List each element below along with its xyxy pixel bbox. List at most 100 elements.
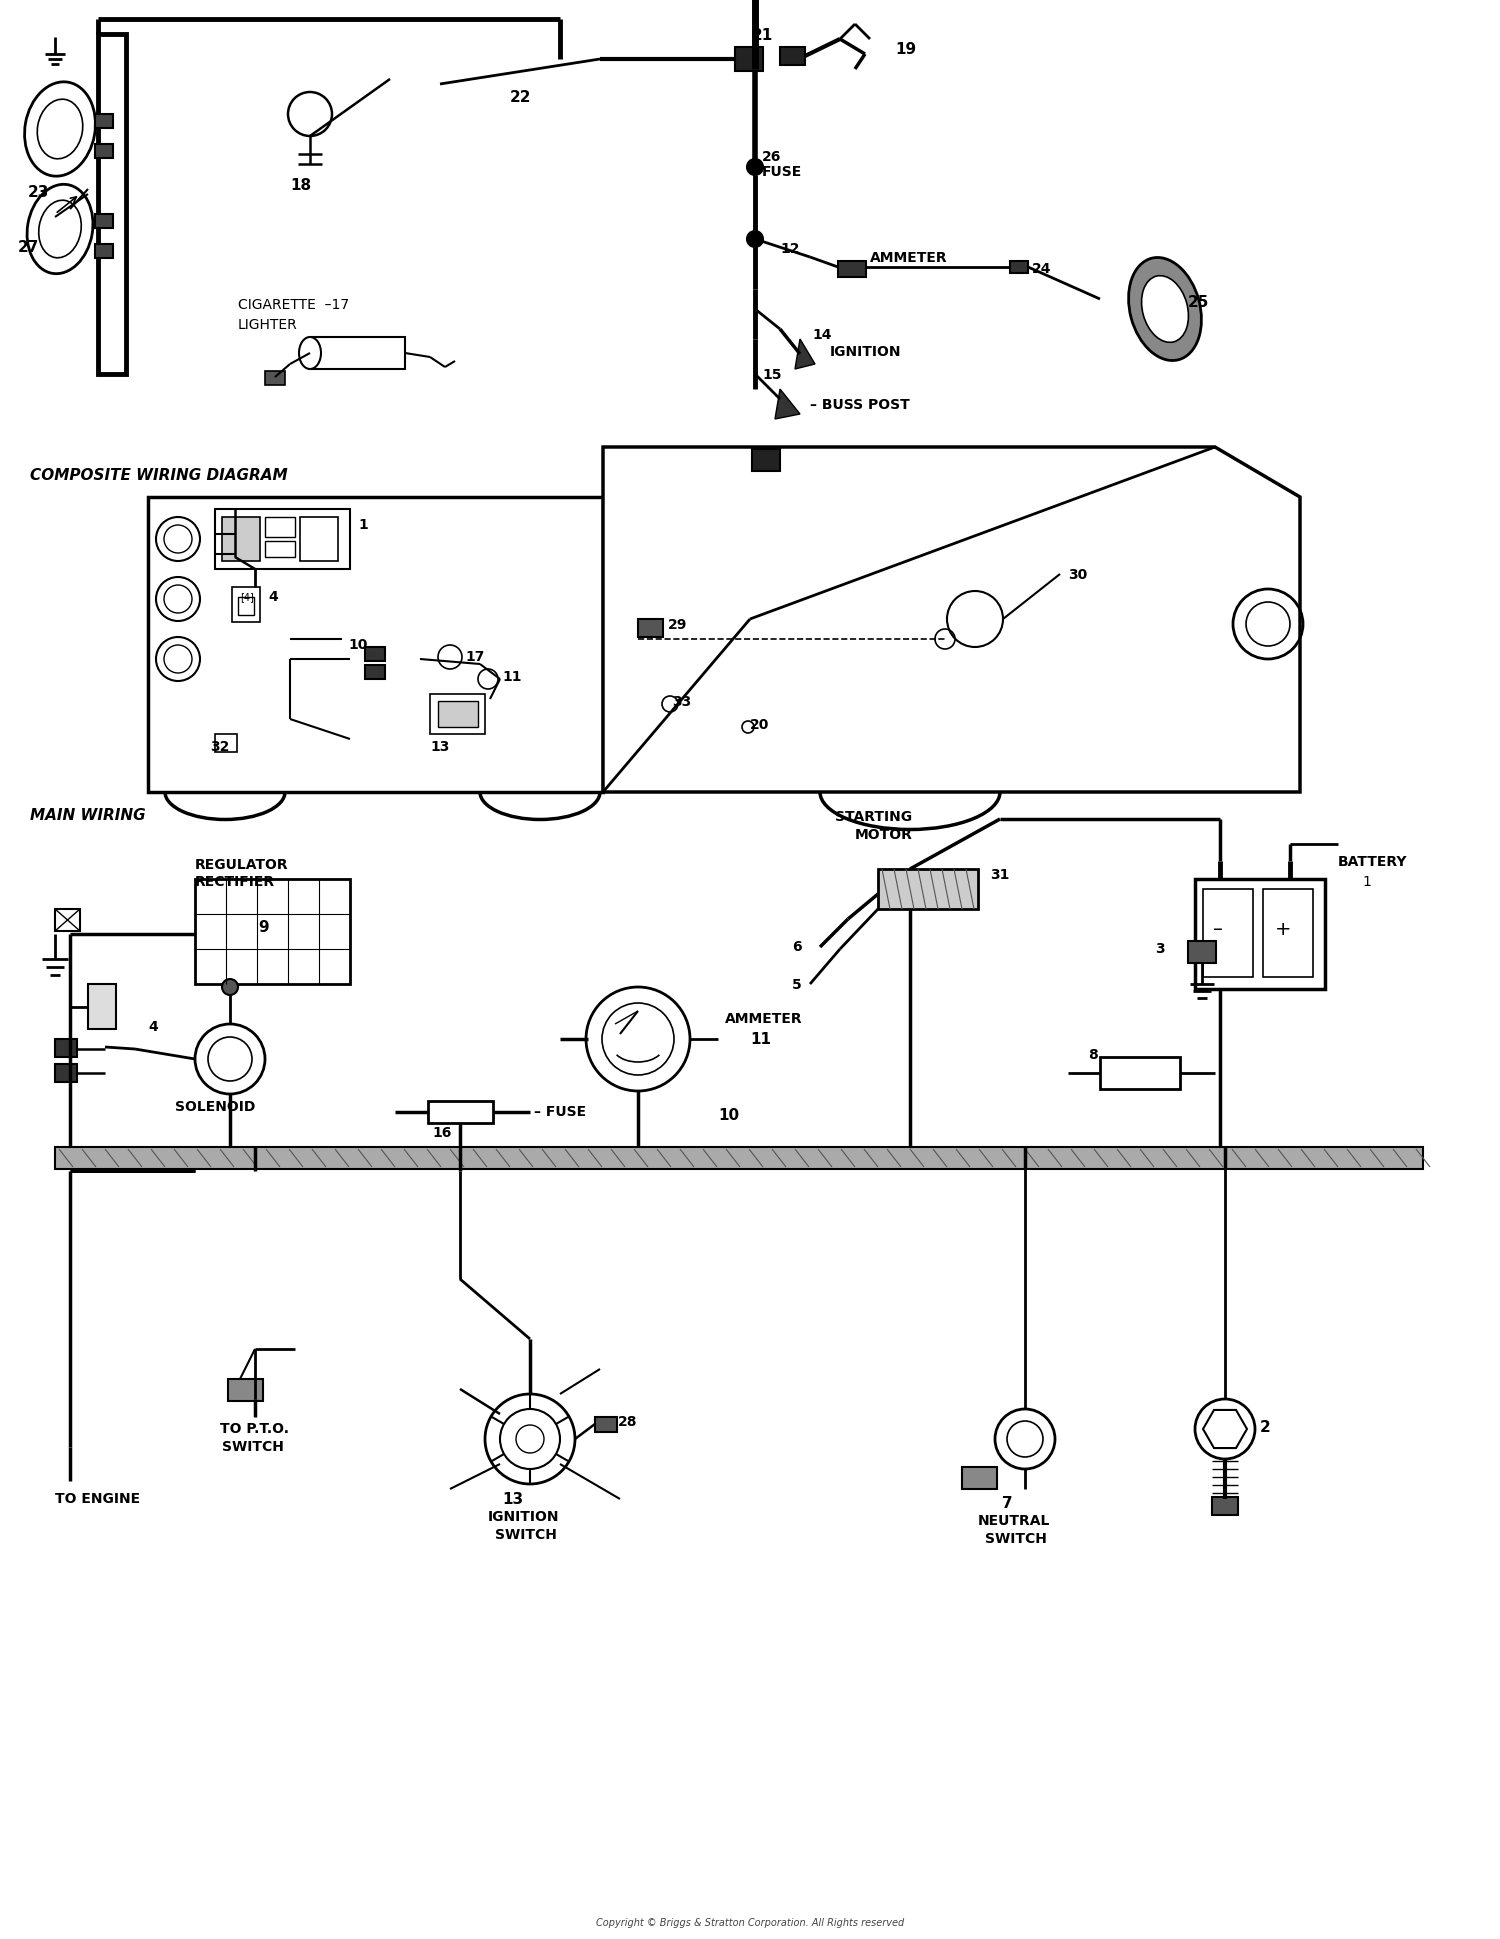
Text: LIGHTER: LIGHTER <box>238 318 297 332</box>
Text: 23: 23 <box>28 184 50 200</box>
Bar <box>638 620 663 638</box>
Bar <box>1188 942 1216 964</box>
Text: NEUTRAL: NEUTRAL <box>978 1512 1050 1528</box>
Bar <box>98 35 126 374</box>
Polygon shape <box>776 390 800 419</box>
Bar <box>148 498 603 793</box>
Bar <box>1203 890 1252 977</box>
Text: 13: 13 <box>430 739 450 754</box>
Bar <box>222 518 260 562</box>
Text: 19: 19 <box>896 43 916 56</box>
Text: 31: 31 <box>990 867 1010 882</box>
Text: 14: 14 <box>812 328 831 341</box>
Text: 3: 3 <box>1155 942 1166 956</box>
Bar <box>266 518 296 537</box>
Bar <box>56 1148 1423 1169</box>
Bar <box>94 215 112 229</box>
Text: TO P.T.O.: TO P.T.O. <box>220 1421 290 1435</box>
Text: SWITCH: SWITCH <box>495 1528 556 1542</box>
Text: 11: 11 <box>750 1032 771 1047</box>
Text: SWITCH: SWITCH <box>222 1439 284 1452</box>
Bar <box>1010 262 1028 273</box>
Text: 1: 1 <box>1362 874 1371 888</box>
Polygon shape <box>1203 1410 1246 1448</box>
Text: RECTIFIER: RECTIFIER <box>195 874 274 888</box>
Text: 15: 15 <box>762 368 782 382</box>
Bar <box>427 1101 494 1123</box>
Circle shape <box>747 159 764 176</box>
Text: 10: 10 <box>718 1107 740 1123</box>
Text: IGNITION: IGNITION <box>488 1509 560 1524</box>
Bar <box>430 694 484 735</box>
Text: COMPOSITE WIRING DIAGRAM: COMPOSITE WIRING DIAGRAM <box>30 467 288 483</box>
Text: 5: 5 <box>792 977 802 991</box>
Text: 32: 32 <box>210 739 230 754</box>
Text: 27: 27 <box>18 240 39 254</box>
Bar <box>839 262 866 277</box>
Bar <box>364 648 386 661</box>
Text: 28: 28 <box>618 1414 638 1429</box>
Text: 6: 6 <box>792 940 802 954</box>
Bar <box>266 372 285 386</box>
Text: SWITCH: SWITCH <box>986 1532 1047 1545</box>
Text: 20: 20 <box>750 717 770 731</box>
Text: REGULATOR: REGULATOR <box>195 857 288 871</box>
Text: IGNITION: IGNITION <box>830 345 902 359</box>
Text: – FUSE: – FUSE <box>534 1105 586 1119</box>
Ellipse shape <box>24 83 96 176</box>
Text: SOLENOID: SOLENOID <box>176 1099 255 1113</box>
Circle shape <box>222 979 238 995</box>
Bar <box>1196 880 1324 989</box>
Bar <box>752 450 780 471</box>
Text: 7: 7 <box>1002 1495 1013 1510</box>
Text: –: – <box>1214 919 1222 938</box>
Text: Copyright © Briggs & Stratton Corporation. All Rights reserved: Copyright © Briggs & Stratton Corporatio… <box>596 1918 904 1927</box>
Bar <box>238 597 254 617</box>
Ellipse shape <box>38 101 82 159</box>
Ellipse shape <box>27 186 93 275</box>
Text: [4]: [4] <box>240 591 254 601</box>
Bar <box>88 985 116 1030</box>
Text: TO ENGINE: TO ENGINE <box>56 1491 140 1505</box>
Text: 25: 25 <box>1188 295 1209 310</box>
Text: 1: 1 <box>358 518 368 531</box>
Ellipse shape <box>39 202 81 258</box>
Text: BATTERY: BATTERY <box>1338 855 1407 869</box>
Ellipse shape <box>298 337 321 370</box>
Bar <box>195 880 350 985</box>
Text: 9: 9 <box>258 919 268 935</box>
Text: MAIN WIRING: MAIN WIRING <box>30 807 146 822</box>
Text: 29: 29 <box>668 619 687 632</box>
Ellipse shape <box>1128 258 1202 361</box>
Text: 12: 12 <box>780 242 800 256</box>
Polygon shape <box>603 448 1300 793</box>
Text: AMMETER: AMMETER <box>724 1012 803 1026</box>
Bar <box>214 510 350 570</box>
Bar <box>214 735 237 752</box>
Bar <box>56 909 80 931</box>
Text: 10: 10 <box>348 638 368 652</box>
Bar <box>1100 1057 1180 1090</box>
Bar <box>780 48 806 66</box>
Bar <box>94 244 112 260</box>
Circle shape <box>747 233 764 248</box>
Bar <box>56 1065 76 1082</box>
Bar <box>1212 1497 1237 1514</box>
Text: 8: 8 <box>1088 1047 1098 1061</box>
Text: 33: 33 <box>672 694 692 708</box>
Text: 4: 4 <box>268 589 278 603</box>
Bar <box>438 702 479 727</box>
Bar <box>596 1417 616 1433</box>
Bar <box>878 869 978 909</box>
Ellipse shape <box>1142 277 1188 343</box>
Bar <box>962 1468 998 1489</box>
Text: 2: 2 <box>1260 1419 1270 1435</box>
Text: CIGARETTE  –17: CIGARETTE –17 <box>238 299 350 312</box>
Bar <box>228 1379 262 1402</box>
Text: 26: 26 <box>762 149 782 165</box>
Text: 4: 4 <box>148 1020 158 1033</box>
Text: 13: 13 <box>503 1491 524 1507</box>
Text: 30: 30 <box>1068 568 1088 582</box>
Text: 11: 11 <box>503 669 522 684</box>
Bar <box>364 665 386 681</box>
